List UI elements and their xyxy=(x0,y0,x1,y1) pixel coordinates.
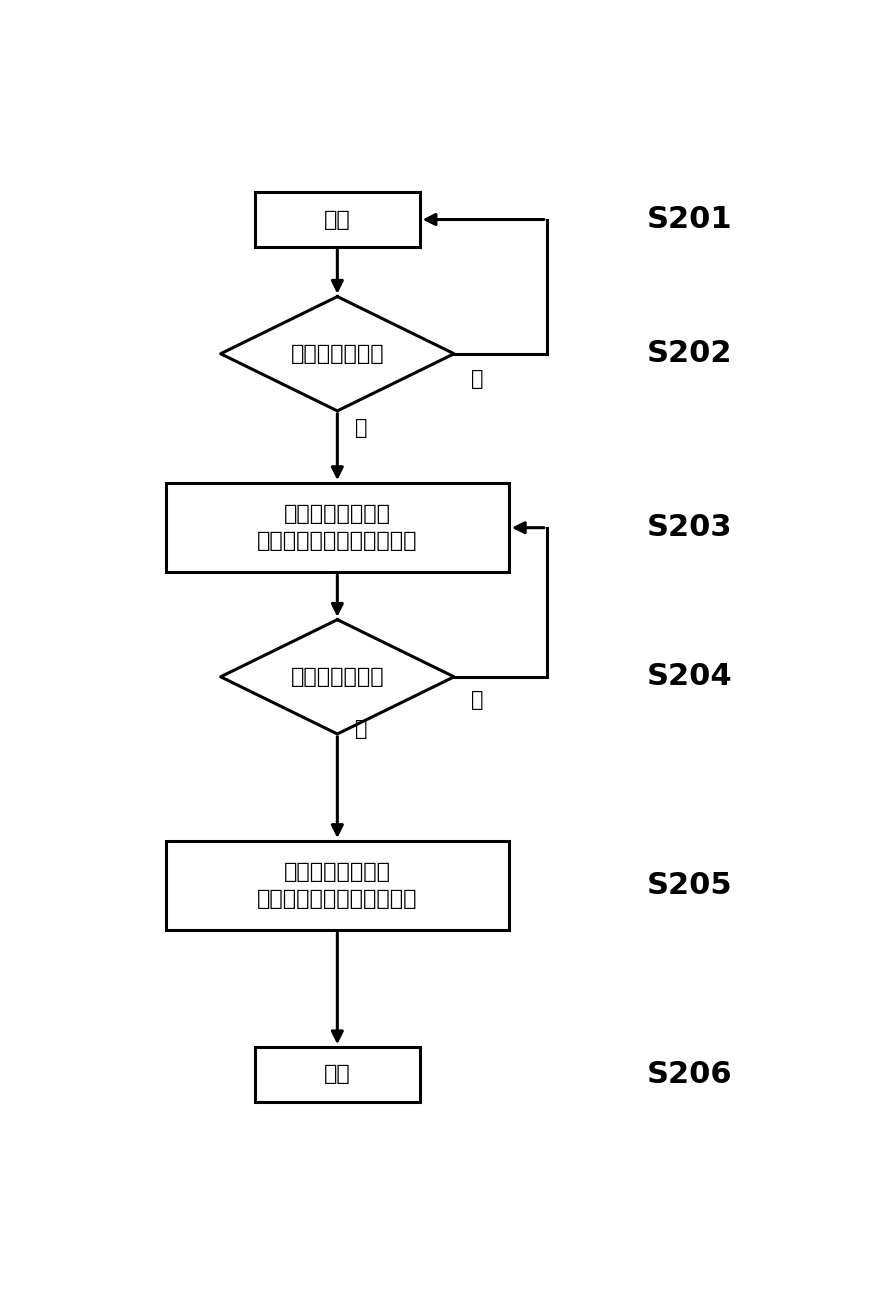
Text: 结束: 结束 xyxy=(324,1065,351,1084)
Text: 是否检测到行人: 是否检测到行人 xyxy=(291,343,385,364)
Bar xyxy=(166,840,509,931)
Text: S203: S203 xyxy=(646,514,732,542)
Text: S204: S204 xyxy=(646,662,732,691)
Bar xyxy=(166,483,509,572)
Text: 是: 是 xyxy=(471,689,484,710)
Text: 否: 否 xyxy=(471,369,484,389)
Text: 是否检测到行人: 是否检测到行人 xyxy=(291,667,385,687)
Text: S205: S205 xyxy=(646,871,732,900)
Polygon shape xyxy=(221,297,454,411)
Bar xyxy=(255,192,420,247)
Text: 智能路标开始黄闪
高亮度指示牌显示文字提示: 智能路标开始黄闪 高亮度指示牌显示文字提示 xyxy=(257,505,417,551)
Text: S206: S206 xyxy=(646,1060,732,1088)
Text: 开始: 开始 xyxy=(324,209,351,230)
Text: 智能路标停止黄闪
高亮度指示牌停止文字提示: 智能路标停止黄闪 高亮度指示牌停止文字提示 xyxy=(257,862,417,909)
Text: 否: 否 xyxy=(354,719,367,740)
Text: S201: S201 xyxy=(646,205,732,234)
Bar xyxy=(255,1047,420,1101)
Polygon shape xyxy=(221,620,454,735)
Text: 是: 是 xyxy=(354,418,367,438)
Text: S202: S202 xyxy=(646,340,732,368)
